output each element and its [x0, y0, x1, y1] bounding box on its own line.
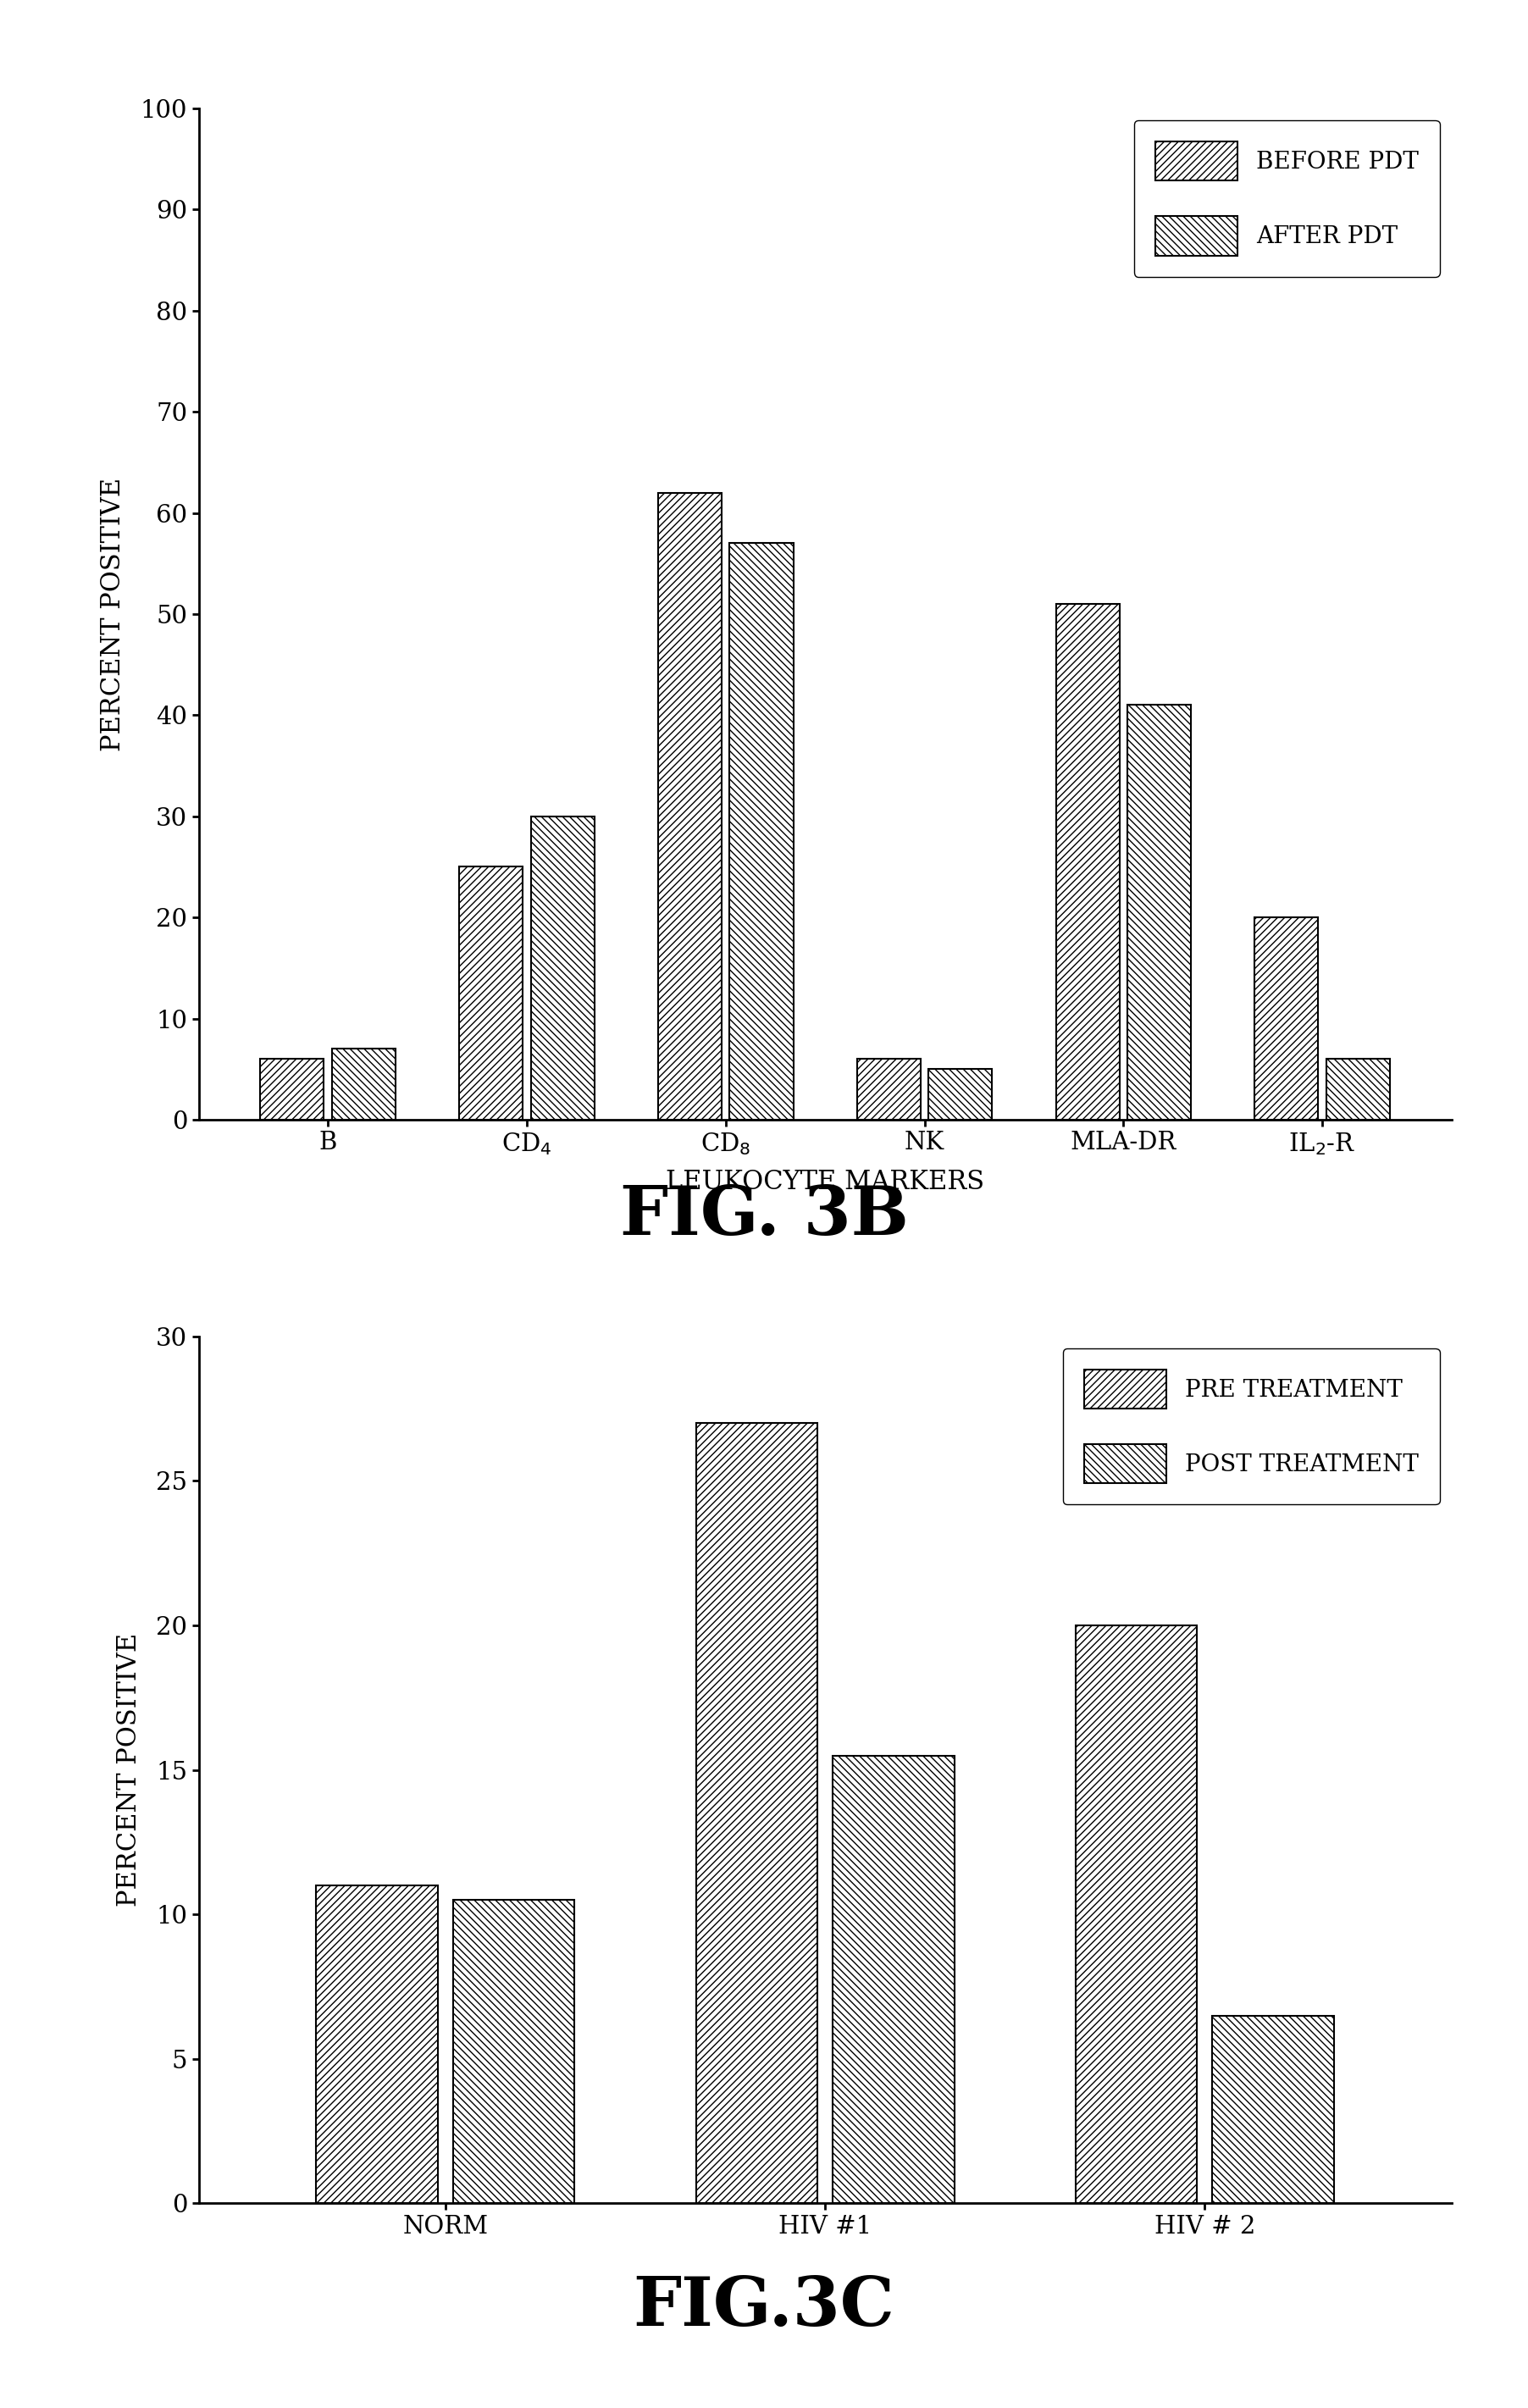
Bar [1076, 1625, 1198, 2203]
Bar [833, 1755, 953, 2203]
Y-axis label: PERCENT POSITIVE: PERCENT POSITIVE [99, 477, 127, 751]
Bar [452, 1900, 575, 2203]
Bar [460, 867, 523, 1120]
Bar [1326, 1060, 1390, 1120]
Legend: BEFORE PDT, AFTER PDT: BEFORE PDT, AFTER PDT [1134, 120, 1439, 277]
Text: FIG.3C: FIG.3C [633, 2273, 895, 2341]
Bar [659, 494, 721, 1120]
Bar [730, 544, 793, 1120]
Bar [530, 816, 594, 1120]
Bar [857, 1060, 920, 1120]
Bar [260, 1060, 324, 1120]
Text: FIG. 3B: FIG. 3B [620, 1182, 908, 1250]
X-axis label: LEUKOCYTE MARKERS: LEUKOCYTE MARKERS [666, 1168, 984, 1194]
Bar [1212, 2015, 1334, 2203]
Bar [1056, 604, 1120, 1120]
Bar [697, 1423, 817, 2203]
Bar [929, 1069, 992, 1120]
Bar [1254, 917, 1319, 1120]
Legend: PRE TREATMENT, POST TREATMENT: PRE TREATMENT, POST TREATMENT [1062, 1348, 1439, 1505]
Bar [332, 1050, 396, 1120]
Bar [1128, 706, 1190, 1120]
Bar [316, 1885, 439, 2203]
Y-axis label: PERCENT POSITIVE: PERCENT POSITIVE [116, 1633, 142, 1907]
